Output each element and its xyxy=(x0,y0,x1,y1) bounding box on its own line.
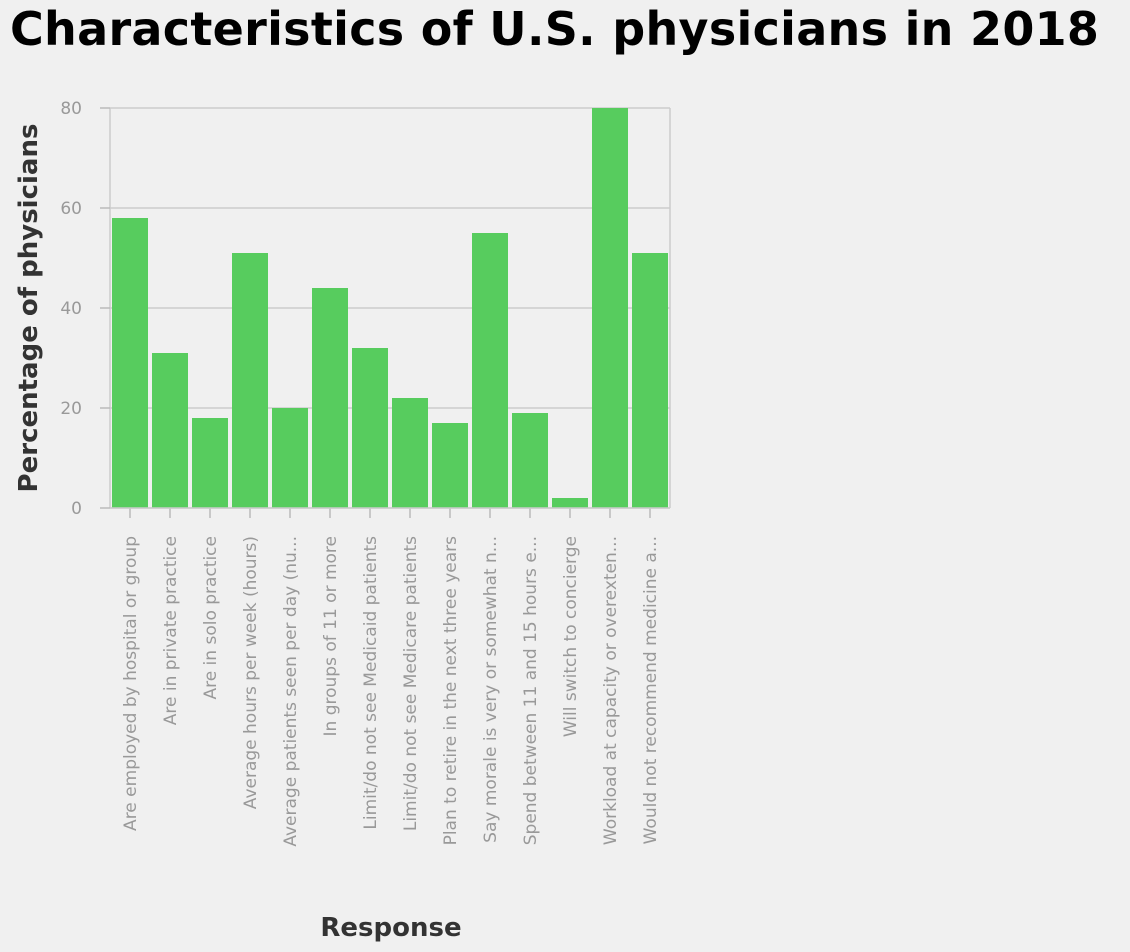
bar xyxy=(232,253,268,508)
x-tick-label: Are employed by hospital or group xyxy=(121,536,141,831)
x-tick-label: Say morale is very or somewhat n... xyxy=(481,536,501,843)
x-tick-label: Will switch to concierge xyxy=(561,536,581,737)
y-tick-label: 0 xyxy=(71,499,82,519)
x-axis: Are employed by hospital or group Are in … xyxy=(110,507,670,847)
x-axis-title: Response xyxy=(320,913,461,943)
bar xyxy=(272,408,308,508)
x-tick-label: Average hours per week (hours) xyxy=(241,536,261,809)
x-tick-label: Limit/do not see Medicare patients xyxy=(401,536,421,831)
bar xyxy=(352,348,388,508)
bar xyxy=(392,398,428,508)
x-tick-label: Average patients seen per day (nu... xyxy=(281,536,301,847)
y-tick-label: 60 xyxy=(60,199,82,219)
y-tick-label: 40 xyxy=(60,299,82,319)
chart-title: Characteristics of U.S. physicians in 20… xyxy=(10,2,1100,56)
y-tick-label: 80 xyxy=(60,99,82,119)
x-tick-label: Are in private practice xyxy=(161,536,181,725)
bar xyxy=(632,253,668,508)
y-axis: 0 20 40 60 80 xyxy=(60,99,110,519)
x-tick-label: Plan to retire in the next three years xyxy=(441,536,461,846)
x-tick-label: Workload at capacity or overexten... xyxy=(601,536,621,845)
x-tick-label: Limit/do not see Medicaid patients xyxy=(361,536,381,830)
bar xyxy=(112,218,148,508)
x-tick-label: Would not recommend medicine a... xyxy=(641,536,661,844)
bar xyxy=(472,233,508,508)
bar xyxy=(432,423,468,508)
bar xyxy=(152,353,188,508)
bar xyxy=(512,413,548,508)
y-axis-title: Percentage of physicians xyxy=(14,124,44,493)
bar xyxy=(192,418,228,508)
bars-layer xyxy=(112,108,668,508)
x-tick-label: Spend between 11 and 15 hours e... xyxy=(521,536,541,845)
bar xyxy=(312,288,348,508)
bar xyxy=(552,498,588,508)
bar xyxy=(592,108,628,508)
x-tick-label: Are in solo practice xyxy=(201,536,221,700)
y-tick-label: 20 xyxy=(60,399,82,419)
x-tick-label: In groups of 11 or more xyxy=(321,536,341,736)
